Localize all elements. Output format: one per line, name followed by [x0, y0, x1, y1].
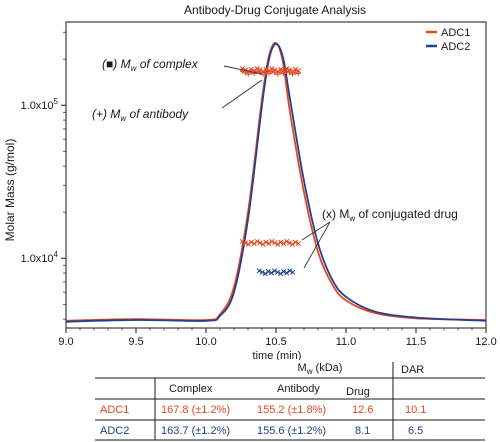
series-line-adc1: [65, 41, 487, 322]
table-cell-drug: 8.1: [355, 425, 371, 437]
table-group-header: Mw (kDa): [297, 362, 343, 377]
mw-markers-complex-adc1: [239, 66, 301, 74]
mw-markers-antibody-adc1: [239, 68, 301, 77]
table-row-label: ADC1: [100, 404, 130, 416]
table-cell-dar: 6.5: [408, 425, 424, 437]
x-axis-label: time (min): [253, 350, 302, 360]
table-cell-antibody: 155.2 (±1.8%): [257, 404, 327, 416]
table-col-antibody: Antibody: [277, 383, 320, 395]
mw-markers-drug-adc2: [256, 268, 296, 277]
table-col-drug: Drug: [346, 386, 370, 398]
table-cell-complex: 163.7 (±1.2%): [161, 425, 231, 437]
annotation-arrow: [223, 65, 263, 75]
x-tick-label: 9.0: [58, 336, 73, 348]
x-tick-label: 11.0: [336, 336, 357, 348]
x-tick-label: 10.0: [195, 336, 216, 348]
series-line-adc2: [65, 42, 487, 323]
annotation-arrow: [303, 221, 331, 269]
table-dar-header: DAR: [401, 364, 425, 376]
x-tick-label: 11.5: [406, 336, 427, 348]
table-col-complex: Complex: [169, 383, 213, 395]
annotation-label: (■) Mw of complex: [102, 57, 199, 73]
table-cell-complex: 167.8 (±1.2%): [161, 404, 231, 416]
annotation-arrow: [301, 221, 331, 241]
y-axis-label: Molar Mass (g/mol): [3, 139, 17, 242]
table-cell-antibody: 155.6 (±1.2%): [257, 425, 327, 437]
mw-markers-drug-adc1: [239, 238, 301, 247]
table-rules: [95, 362, 485, 441]
x-tick-label: 9.5: [128, 336, 143, 348]
table-row-label: ADC2: [100, 425, 130, 437]
y-tick-label: 1.0x104: [21, 250, 59, 265]
x-tick-label: 12.0: [475, 336, 496, 348]
y-tick-label: 1.0x105: [21, 97, 59, 112]
legend-label-adc1: ADC1: [441, 27, 470, 39]
plot-area: 9.0 9.5 10.0 10.5 11.0 11.5 12.0 1.0x104 1.0x105…: [21, 21, 497, 348]
x-tick-label: 10.5: [265, 336, 286, 348]
table-cell-drug: 12.6: [352, 404, 374, 416]
table-cell-dar: 10.1: [405, 404, 427, 416]
chart-title: Antibody-Drug Conjugate Analysis: [184, 3, 366, 17]
annotation-arrow: [221, 79, 263, 109]
legend-label-adc2: ADC2: [441, 41, 470, 53]
annotation-label: (x) Mw of conjugated drug: [322, 207, 458, 223]
annotation-label: (+) Mw of antibody: [92, 107, 189, 123]
molar-mass-chart: Antibody-Drug Conjugate Analysis 9.0 9.5 1…: [3, 3, 497, 360]
